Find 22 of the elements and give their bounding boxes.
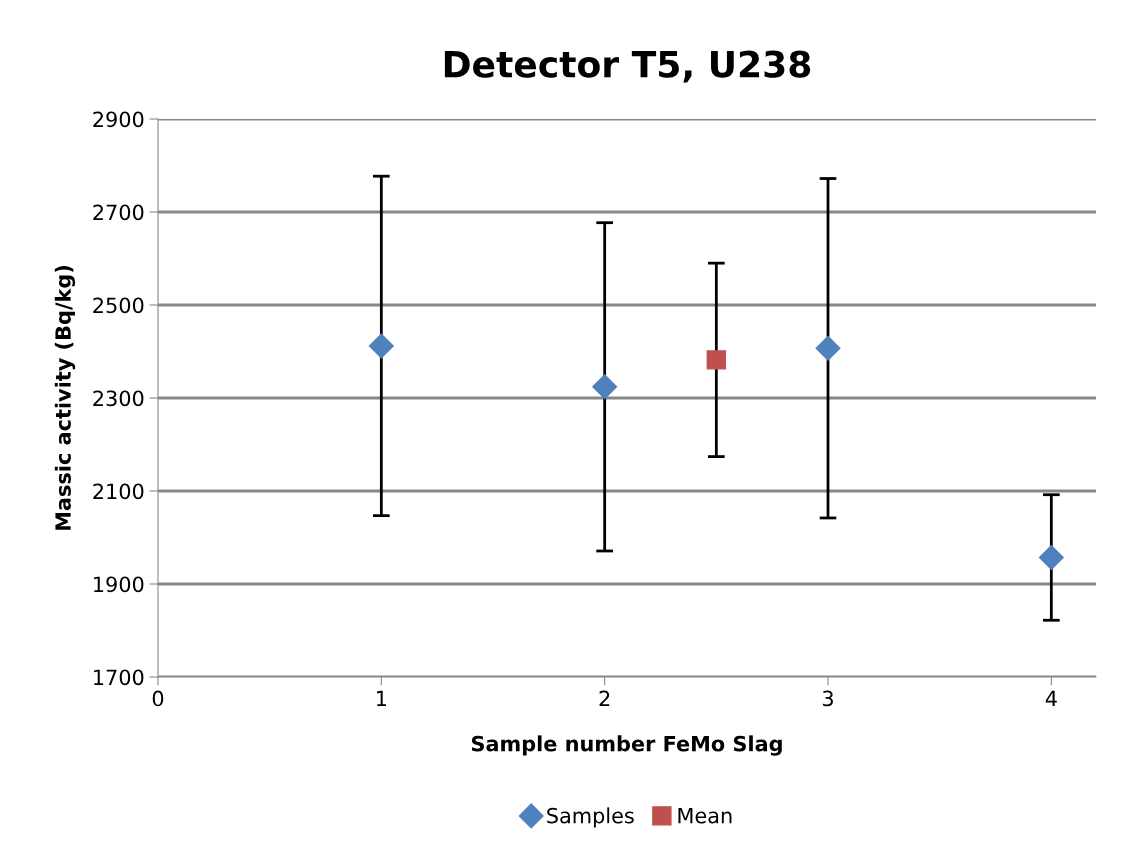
y-axis-title: Massic activity (Bq/kg) [54, 266, 76, 530]
y-tick-label: 1900 [94, 576, 144, 593]
point [368, 333, 394, 359]
x-tick-label: 2 [599, 690, 610, 707]
y-tick-label: 2900 [93, 111, 144, 128]
y-tick-label: 2700 [93, 204, 144, 221]
y-tick-label: 1700 [94, 669, 144, 686]
point [706, 350, 727, 370]
x-tick-label: 4 [1045, 690, 1057, 707]
x-tick-label: 3 [822, 690, 833, 707]
x-tick-label: 1 [376, 690, 387, 707]
point [592, 374, 618, 400]
x-tick-label: 0 [152, 690, 164, 707]
y-tick-label: 2300 [93, 390, 144, 407]
y-tick-label: 2500 [93, 297, 144, 314]
x-axis-title: Sample number FeMo Slag [471, 735, 782, 756]
point [1038, 545, 1064, 570]
legend-label: Samples [547, 807, 634, 828]
legend-label: Mean [678, 807, 732, 824]
chart-title: Detector T5, U238 [444, 50, 811, 83]
y-tick-label: 2100 [93, 483, 144, 500]
point [815, 335, 841, 361]
